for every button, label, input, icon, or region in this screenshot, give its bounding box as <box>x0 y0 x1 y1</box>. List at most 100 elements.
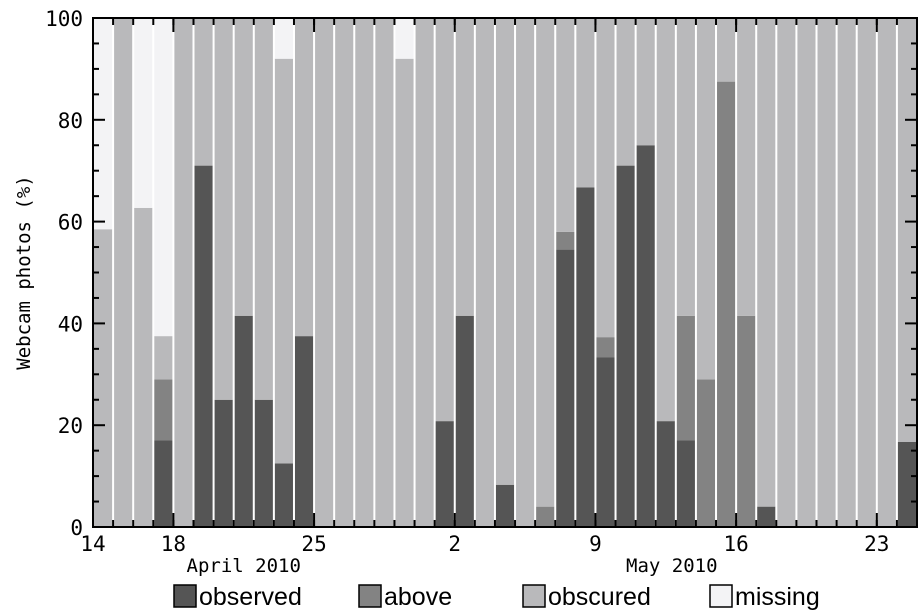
bar-obscured-day-38 <box>837 18 856 527</box>
bar-above-day-24 <box>556 231 575 250</box>
bar-observed-day-8 <box>234 315 253 527</box>
bar-obscured-day-28 <box>636 18 655 146</box>
x-tick-label-25: 25 <box>301 532 326 556</box>
bar-above-day-30 <box>676 315 695 441</box>
legend-label-observed: observed <box>199 583 302 610</box>
month-label-april: April 2010 <box>187 555 301 577</box>
bar-observed-day-34 <box>757 506 776 527</box>
bar-obscured-day-29 <box>656 18 675 422</box>
bar-observed-day-29 <box>656 421 675 527</box>
bar-observed-day-24 <box>556 249 575 527</box>
legend-swatch-above <box>358 584 382 608</box>
x-tick-label-23: 23 <box>864 532 889 556</box>
legend-label-missing: missing <box>735 583 820 610</box>
y-tick-label-100: 100 <box>45 7 83 31</box>
bar-observed-day-7 <box>214 399 233 527</box>
bar-obscured-day-25 <box>576 18 595 188</box>
legend-swatch-missing <box>709 584 733 608</box>
bar-obscured-day-19 <box>455 18 474 316</box>
legend: observed above obscured missing <box>173 583 820 610</box>
bar-observed-day-41 <box>897 441 916 527</box>
legend-label-obscured: obscured <box>548 583 651 610</box>
bar-observed-day-10 <box>274 463 293 527</box>
bar-missing-day-1 <box>94 18 113 230</box>
bar-obscured-day-12 <box>315 18 334 527</box>
bar-obscured-day-20 <box>475 18 494 527</box>
bar-obscured-day-1 <box>94 229 113 528</box>
y-tick-label-0: 0 <box>70 516 83 540</box>
bars-group <box>94 18 916 528</box>
bar-obscured-day-2 <box>114 18 133 527</box>
ticks-group: 0 20 40 60 80 100 14 18 25 2 9 16 23 <box>45 7 918 556</box>
bar-obscured-day-7 <box>214 18 233 400</box>
x-tick-label-14: 14 <box>80 532 105 556</box>
bar-observed-day-27 <box>616 165 635 528</box>
bar-obscured-day-10 <box>274 58 293 464</box>
bar-obscured-day-9 <box>254 18 273 400</box>
bar-observed-day-9 <box>254 399 273 527</box>
bar-missing-day-10 <box>274 18 293 59</box>
bar-obscured-day-8 <box>234 18 253 316</box>
bar-obscured-day-21 <box>495 18 515 485</box>
y-axis-label: Webcam photos (%) <box>13 175 35 369</box>
y-tick-label-40: 40 <box>58 312 83 336</box>
bar-above-day-23 <box>536 506 555 527</box>
bar-obscured-day-36 <box>797 18 816 527</box>
bar-obscured-day-18 <box>435 18 454 422</box>
bar-obscured-day-22 <box>516 18 535 527</box>
bar-observed-day-30 <box>676 440 695 527</box>
bar-observed-day-19 <box>455 315 474 527</box>
bar-obscured-day-39 <box>857 18 876 527</box>
bar-observed-day-11 <box>294 336 314 527</box>
bar-obscured-day-5 <box>174 18 193 527</box>
bar-obscured-day-4 <box>154 336 173 380</box>
x-tick-label-9: 9 <box>589 532 602 556</box>
bar-obscured-day-35 <box>777 18 796 527</box>
bar-obscured-day-11 <box>294 18 314 337</box>
x-tick-label-18: 18 <box>161 532 186 556</box>
bar-above-day-4 <box>154 379 173 441</box>
bar-obscured-day-16 <box>395 58 414 527</box>
bar-missing-day-3 <box>134 18 153 208</box>
bar-obscured-day-6 <box>194 18 213 166</box>
legend-swatch-obscured <box>522 584 546 608</box>
y-tick-label-20: 20 <box>58 414 83 438</box>
bar-obscured-day-33 <box>737 18 756 316</box>
bar-observed-day-28 <box>636 145 655 527</box>
y-tick-label-80: 80 <box>58 109 83 133</box>
legend-swatch-observed <box>173 584 197 608</box>
bar-obscured-day-14 <box>355 18 374 527</box>
bar-observed-day-21 <box>495 484 515 527</box>
bar-observed-day-26 <box>596 357 615 527</box>
bar-above-day-26 <box>596 337 615 358</box>
bar-observed-day-4 <box>154 440 173 527</box>
bar-observed-day-6 <box>194 165 213 528</box>
x-tick-label-2: 2 <box>448 532 461 556</box>
bar-observed-day-18 <box>435 421 454 527</box>
bar-obscured-day-31 <box>696 18 716 380</box>
bar-obscured-day-17 <box>415 18 434 527</box>
bar-obscured-day-3 <box>134 207 153 527</box>
y-tick-label-60: 60 <box>58 211 83 235</box>
bar-obscured-day-15 <box>375 18 394 527</box>
bar-above-day-31 <box>696 379 716 527</box>
bar-obscured-day-26 <box>596 18 615 338</box>
bar-obscured-day-37 <box>817 18 836 527</box>
bar-above-day-32 <box>717 81 736 527</box>
legend-label-above: above <box>384 583 452 610</box>
bar-obscured-day-13 <box>335 18 354 527</box>
bar-missing-day-16 <box>395 18 414 59</box>
bar-obscured-day-27 <box>616 18 635 166</box>
bar-above-day-33 <box>737 315 756 527</box>
bar-missing-day-4 <box>154 18 173 337</box>
bar-obscured-day-30 <box>676 18 695 316</box>
bar-obscured-day-40 <box>877 18 896 527</box>
x-tick-label-16: 16 <box>723 532 748 556</box>
bar-obscured-day-24 <box>556 18 575 232</box>
bar-observed-day-25 <box>576 187 595 527</box>
bar-obscured-day-34 <box>757 18 776 507</box>
bar-obscured-day-32 <box>717 18 736 82</box>
month-label-may: May 2010 <box>626 555 718 577</box>
bar-obscured-day-23 <box>536 18 555 507</box>
